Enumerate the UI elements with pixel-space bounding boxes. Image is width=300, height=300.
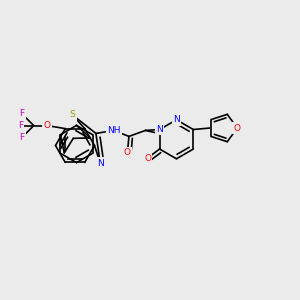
Text: NH: NH <box>107 126 121 135</box>
Text: F: F <box>19 133 24 142</box>
Text: N: N <box>97 159 104 168</box>
Text: F: F <box>19 109 24 118</box>
Text: O: O <box>234 124 241 133</box>
Text: O: O <box>124 148 131 158</box>
Text: N: N <box>156 125 163 134</box>
Text: O: O <box>44 121 51 130</box>
Text: F: F <box>18 121 23 130</box>
Text: S: S <box>70 110 75 119</box>
Text: N: N <box>173 115 180 124</box>
Text: O: O <box>144 154 151 163</box>
